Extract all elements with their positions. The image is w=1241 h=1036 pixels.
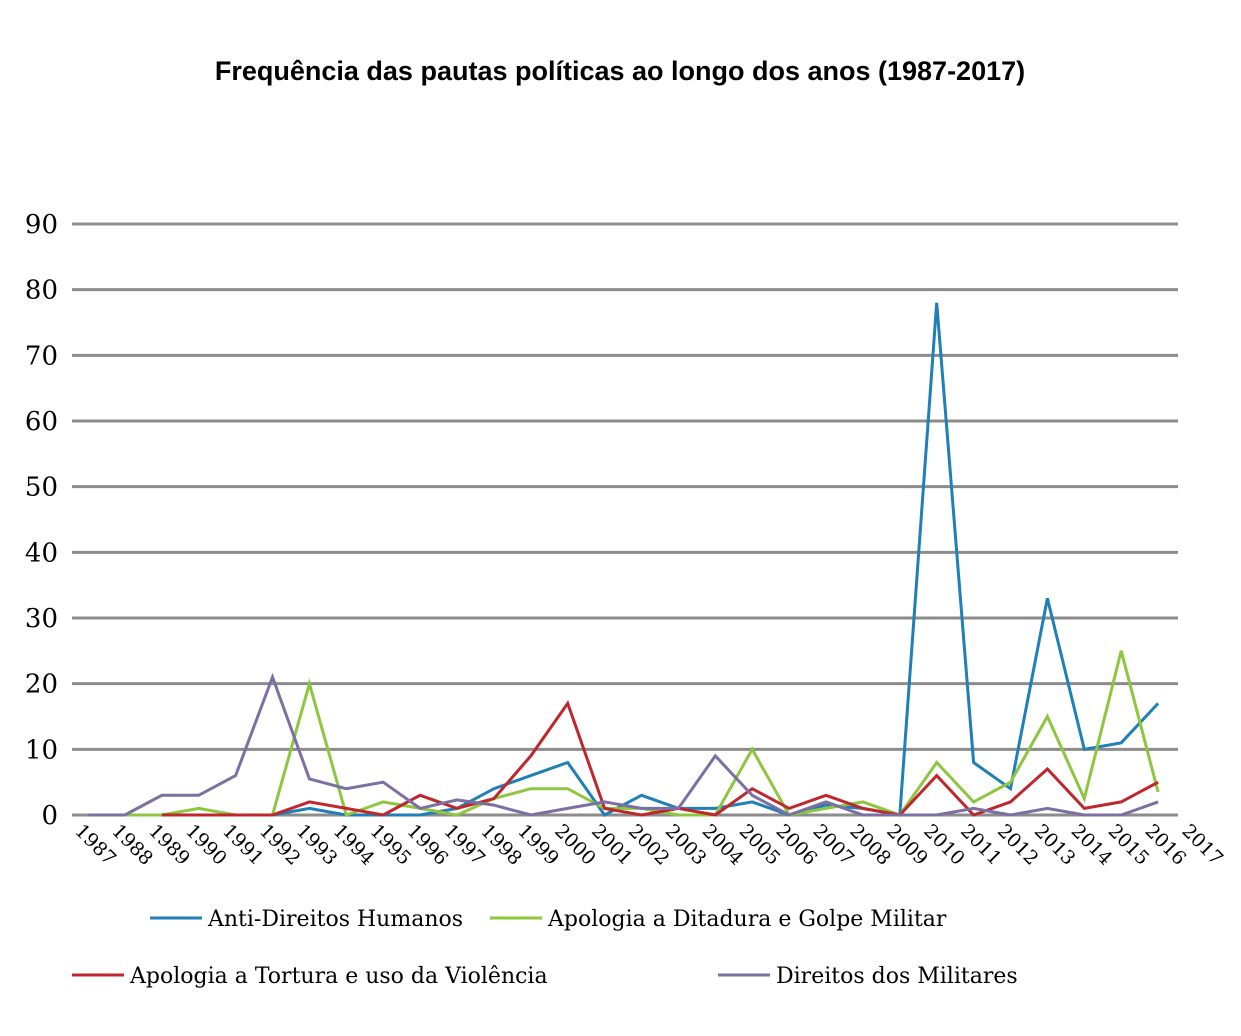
x-tick-label: 2004 (698, 820, 748, 870)
y-tick-label: 80 (25, 276, 58, 306)
legend-item: Direitos dos Militares (718, 964, 1018, 989)
y-tick-label: 60 (25, 407, 58, 437)
legend-item: Anti-Direitos Humanos (150, 907, 463, 932)
y-tick-label: 70 (25, 341, 58, 371)
x-tick-label: 1994 (329, 820, 379, 870)
legend-label: Anti-Direitos Humanos (207, 907, 463, 932)
legend-item: Apologia a Ditadura e Golpe Militar (490, 907, 947, 932)
x-tick-label: 2005 (735, 820, 785, 870)
series-line-0 (235, 302, 1160, 817)
x-tick-label: 1996 (403, 820, 453, 870)
y-tick-label: 30 (25, 604, 58, 634)
x-tick-label: 2013 (1030, 820, 1080, 870)
x-tick-label: 2016 (1141, 820, 1191, 870)
x-tick-label: 2000 (550, 820, 600, 870)
x-tick-label: 2001 (587, 820, 637, 870)
x-tick-label: 2008 (845, 820, 895, 870)
x-tick-label: 2017 (1177, 820, 1227, 870)
x-tick-label: 1993 (292, 820, 342, 870)
x-tick-label: 2012 (993, 820, 1043, 870)
y-tick-label: 20 (25, 670, 58, 700)
x-tick-label: 1990 (181, 820, 231, 870)
x-tick-label: 2009 (882, 820, 932, 870)
x-tick-label: 2014 (1067, 820, 1117, 870)
x-tick-label: 2007 (808, 820, 858, 870)
x-tick-label: 2002 (624, 820, 674, 870)
x-tick-label: 1998 (476, 820, 526, 870)
legend-label: Apologia a Tortura e uso da Violência (129, 964, 548, 989)
x-tick-label: 1988 (107, 820, 157, 870)
legend-item: Apologia a Tortura e uso da Violência (72, 964, 548, 989)
x-tick-label: 2015 (1104, 820, 1154, 870)
y-tick-label: 10 (25, 735, 58, 765)
x-tick-label: 1991 (218, 820, 268, 870)
x-tick-label: 2011 (956, 820, 1006, 870)
y-tick-label: 90 (25, 210, 58, 240)
x-tick-label: 2010 (919, 820, 969, 870)
series-line-3 (88, 672, 1159, 817)
x-tick-label: 1992 (255, 820, 305, 870)
x-tick-label: 2003 (661, 820, 711, 870)
x-tick-label: 1987 (70, 820, 120, 870)
y-tick-label: 40 (25, 538, 58, 568)
legend-label: Apologia a Ditadura e Golpe Militar (547, 907, 947, 932)
y-tick-label: 50 (25, 473, 58, 503)
x-tick-label: 1999 (513, 820, 563, 870)
legend-label: Direitos dos Militares (776, 964, 1018, 989)
series-line-1 (124, 650, 1160, 817)
series-line-2 (161, 700, 1159, 817)
x-tick-label: 1989 (144, 820, 194, 870)
x-tick-label: 1997 (439, 820, 489, 870)
y-tick-label: 0 (41, 801, 58, 831)
x-tick-label: 1995 (366, 820, 416, 870)
chart-title: Frequência das pautas políticas ao longo… (215, 56, 1025, 86)
x-tick-label: 2006 (772, 820, 822, 870)
